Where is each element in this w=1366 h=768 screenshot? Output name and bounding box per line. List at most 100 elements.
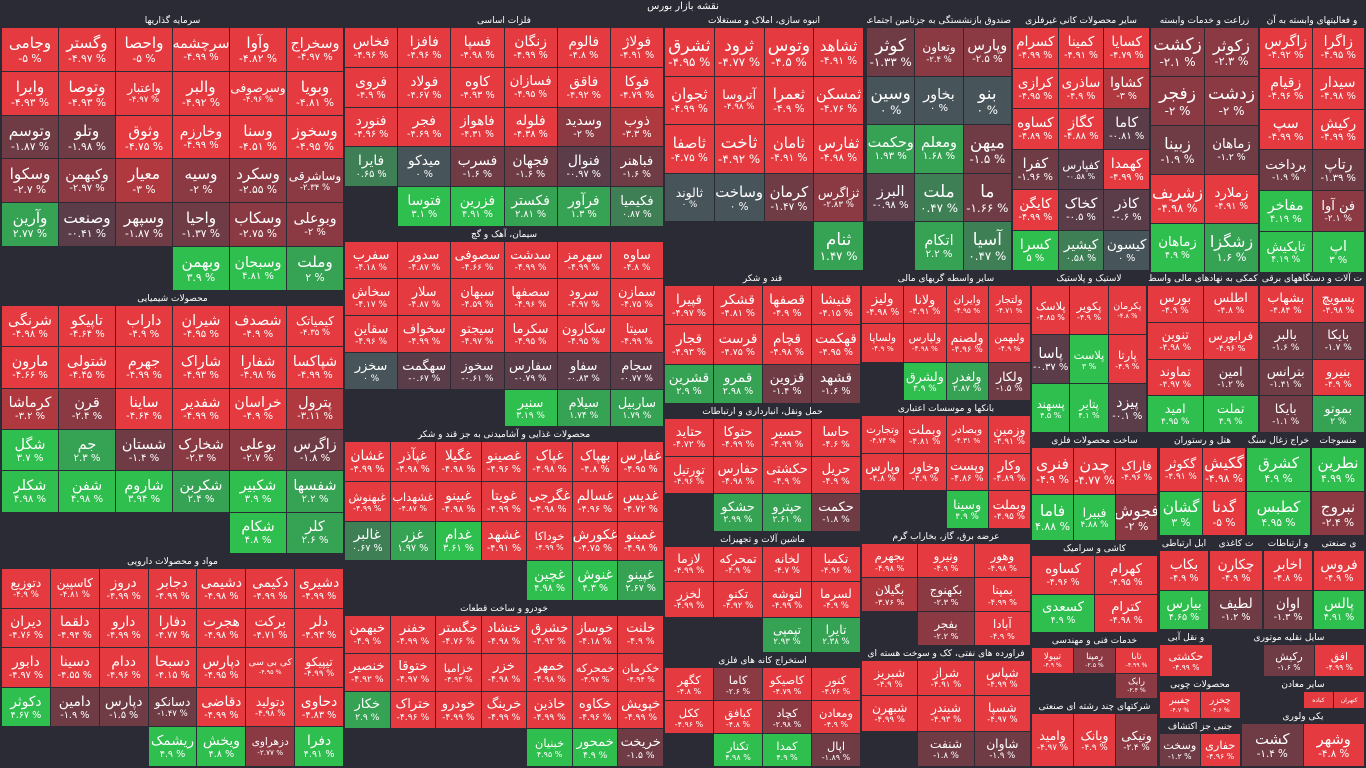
sector-title: انبوه سازی، املاک و مستغلات bbox=[708, 16, 820, 26]
stock-name: کهمدا bbox=[1110, 155, 1143, 172]
stock-tile: سبهان -۴.۵۹ % bbox=[451, 279, 504, 315]
stock-name: حاسا bbox=[822, 424, 850, 440]
stock-change: ۳.۶۱ % bbox=[443, 543, 474, 555]
tile-grid: ونیکی -۲.۴ % وبانک -۴.۹ % وامید -۴.۹۷ % bbox=[1032, 714, 1157, 766]
stock-name: دکیمی bbox=[252, 574, 289, 591]
stock-tile: سصفها -۴.۹۶ % bbox=[504, 279, 557, 315]
stock-tile: تمحرکه -۴.۹ % bbox=[714, 547, 762, 582]
stock-tile: زکوثر -۲.۳ % bbox=[1205, 28, 1258, 76]
stock-change: -۳.۲ % bbox=[14, 411, 46, 423]
stock-tile: فسرب -۱.۶ % bbox=[451, 147, 504, 187]
stock-tile: فالوم -۴.۸ % bbox=[557, 28, 610, 67]
sector: سایر محصولات کانی غیرفلزی کسایا -۴.۷۹ % کمی… bbox=[1013, 14, 1149, 270]
stock-change: -۰.۸۱ % bbox=[1109, 131, 1145, 143]
stock-change: -۴.۹۹ % bbox=[673, 566, 705, 577]
stock-change: -۴.۹۶ % bbox=[242, 95, 274, 106]
stock-name: شکام bbox=[241, 519, 275, 536]
stock-name: وسخراج bbox=[290, 35, 340, 52]
stock-name: کرازی bbox=[1017, 74, 1053, 91]
stock-change: -۴.۹۹ % bbox=[1325, 662, 1353, 672]
stock-name: پکویر bbox=[1076, 298, 1102, 313]
stock-tile: ولانا -۴.۹۱ % bbox=[904, 286, 946, 324]
stock-change: -۴.۹۵ % bbox=[514, 89, 548, 101]
stock-tile: دابور -۴.۹۷ % bbox=[2, 648, 50, 687]
tile-grid: اخابر -۴.۸ % اوان -۱.۳ % bbox=[1264, 551, 1312, 629]
stock-change: -۴.۹۳ % bbox=[183, 369, 219, 381]
stock-name: ثمسکن bbox=[815, 85, 862, 104]
stock-tile: وسبحان ۴.۸۱ % bbox=[230, 247, 286, 290]
stock-change: -۴.۹۹ % bbox=[487, 711, 521, 723]
stock-tile: حتاید -۴.۷۲ % bbox=[665, 419, 713, 456]
stock-tile: وشهر -۴.۸ % bbox=[1303, 724, 1364, 766]
stock-tile: قرن -۲.۴ % bbox=[59, 388, 115, 429]
stock-change: -۲ % bbox=[1124, 519, 1149, 533]
stock-tile: دسینا -۴.۵۵ % bbox=[50, 648, 99, 687]
stock-tile: وپست -۴.۸۶ % bbox=[946, 453, 988, 491]
stock-tile: ثالوند ۰ % bbox=[665, 173, 714, 222]
stock-name: حفارس bbox=[717, 462, 759, 478]
stock-name: تیپیکو bbox=[305, 655, 333, 670]
tile-grid: گکیش -۴.۹۸ % گکوثر -۴.۹۱ % گدنا -۵ % گشان ۳ % bbox=[1160, 448, 1245, 535]
stock-tile: کمدا ۴.۹ % bbox=[763, 734, 811, 766]
stock-change: ۴.۱۹ % bbox=[1271, 254, 1301, 265]
stock-name: دابور bbox=[12, 653, 40, 670]
stock-name: هجرت bbox=[203, 614, 240, 631]
stock-tile: شکربن ۲.۴ % bbox=[173, 471, 229, 512]
stock-name: فاهواز bbox=[460, 113, 495, 129]
stock-tile: فنورد -۴.۹۶ % bbox=[345, 107, 398, 147]
stock-name: دسانکو bbox=[154, 695, 191, 710]
stock-name: سصفها bbox=[511, 284, 550, 300]
stock-name: جهرم bbox=[127, 353, 161, 370]
stock-change: ۲.۲ % bbox=[301, 493, 329, 505]
stock-name: سدور bbox=[409, 247, 440, 263]
stock-tile: تیپیکو -۴.۹۹ % bbox=[295, 648, 343, 687]
stock-name: ذوب bbox=[623, 113, 650, 130]
stock-name: پرداخت bbox=[1265, 157, 1307, 173]
stock-change: -۴.۶۷ % bbox=[407, 89, 442, 101]
stock-tile: دحاوی -۴.۸۳ % bbox=[295, 687, 343, 727]
stock-tile: فجر -۴.۶۹ % bbox=[398, 107, 451, 147]
stock-tile: فکستر ۲.۸۱ % bbox=[504, 187, 557, 226]
stock-change: -۴.۸۷ % bbox=[408, 262, 441, 273]
stock-name: شخارک bbox=[178, 436, 224, 453]
stock-name: امین bbox=[1218, 364, 1243, 380]
stock-tile: فزرین ۴.۹۱ % bbox=[451, 187, 504, 226]
stock-name: ولیز bbox=[871, 291, 894, 307]
stock-tile: وپارس -۴.۸ % bbox=[862, 453, 904, 491]
stock-tile: کطبس ۴.۹۵ % bbox=[1247, 492, 1310, 535]
stock-name: وزمین bbox=[993, 421, 1026, 437]
stock-change: ۰ % bbox=[729, 200, 749, 213]
stock-change: -۴.۹۸ % bbox=[240, 369, 276, 381]
stock-tile: شفن ۴.۹۸ % bbox=[59, 471, 115, 512]
stock-change: -۴.۹ % bbox=[13, 590, 39, 601]
stock-name: وبویا bbox=[300, 77, 330, 96]
stock-tile: وتوصا -۴.۹۳ % bbox=[59, 71, 115, 115]
stock-change: -۴.۹۶ % bbox=[673, 476, 705, 487]
stock-name: وسرصوفی bbox=[230, 81, 286, 96]
stock-tile: پاسا -۰.۳۷ % bbox=[1032, 335, 1070, 383]
stock-change: -۴.۹۲ % bbox=[1268, 50, 1304, 62]
stock-change: -۴.۹۸ % bbox=[1157, 202, 1198, 215]
stock-change: -۴.۹ % bbox=[911, 474, 939, 485]
stock-tile: تکنو -۴.۹۲ % bbox=[714, 582, 762, 617]
stock-name: کمینا bbox=[1067, 34, 1095, 51]
stock-tile: ومعلم ۱.۶۸ % bbox=[915, 125, 963, 173]
stock-tile: غشهد -۴.۹۱ % bbox=[481, 521, 527, 561]
stock-name: ختشاد bbox=[487, 621, 521, 637]
sector-title: مواد و محصولات دارویی bbox=[127, 557, 218, 567]
stock-tile: اپال -۱.۸۹ % bbox=[812, 734, 860, 766]
stock-name: فنوال bbox=[567, 153, 600, 170]
stock-tile: شیران -۴.۹۵ % bbox=[173, 306, 229, 347]
stock-change: -۴.۹۶ % bbox=[1120, 473, 1153, 484]
stock-change: ۰ % bbox=[681, 199, 698, 210]
stock-change: -۱.۸ % bbox=[822, 515, 850, 526]
stock-name: سفاو bbox=[570, 358, 598, 374]
stock-change: -۴.۹۷ % bbox=[461, 336, 494, 347]
stock-change: -۴.۹۹ % bbox=[620, 336, 653, 347]
stock-name: زبینا bbox=[1164, 134, 1191, 153]
stock-name: کیمیاتک bbox=[295, 314, 335, 329]
stock-tile: داراب -۴.۹ % bbox=[116, 306, 172, 347]
stock-tile: فرآور ۱.۳ % bbox=[557, 187, 610, 226]
stock-change: -۴.۹۸ % bbox=[1322, 306, 1355, 317]
stock-name: زملارد bbox=[1214, 186, 1249, 201]
